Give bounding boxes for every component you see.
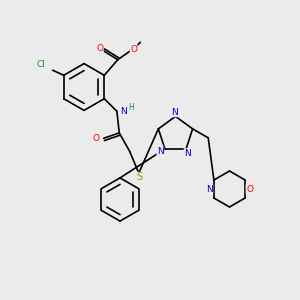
- Text: H: H: [128, 103, 134, 112]
- Text: N: N: [184, 149, 191, 158]
- Text: N: N: [157, 147, 164, 156]
- Text: S: S: [136, 172, 142, 182]
- Text: Cl: Cl: [37, 60, 46, 69]
- Text: O: O: [246, 184, 253, 194]
- Text: O: O: [130, 45, 137, 54]
- Text: N: N: [120, 107, 127, 116]
- Text: O: O: [92, 134, 100, 143]
- Text: O: O: [96, 44, 103, 53]
- Text: N: N: [206, 184, 213, 194]
- Text: N: N: [171, 108, 177, 117]
